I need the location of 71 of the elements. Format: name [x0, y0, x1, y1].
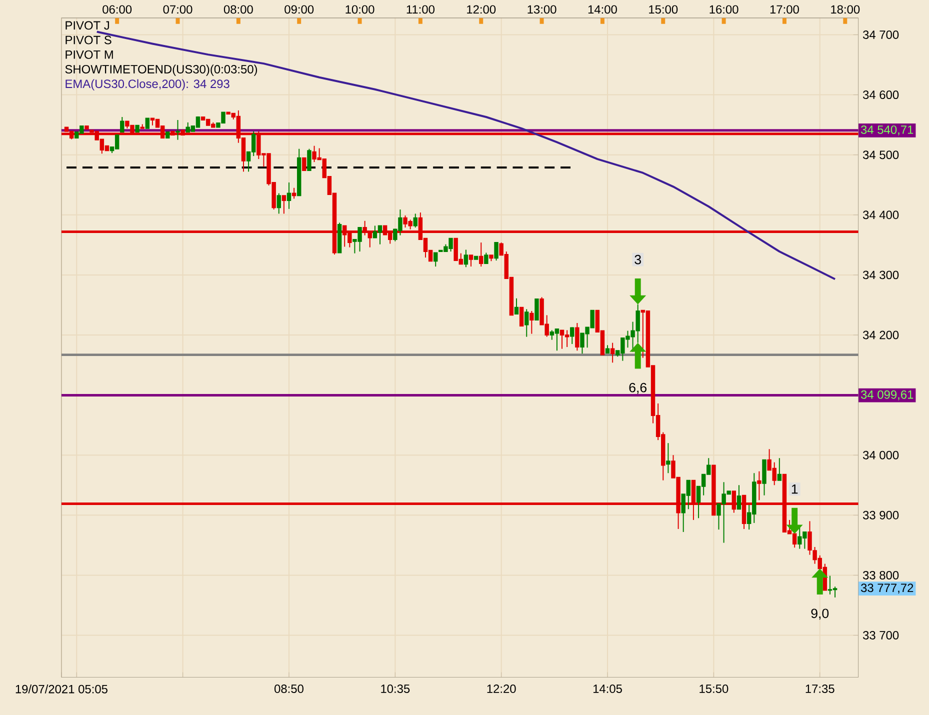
y-tick-label: 34 400: [862, 210, 899, 220]
candlestick: [292, 187, 296, 200]
x-tick-label: 15:50: [700, 684, 728, 693]
candlestick: [286, 182, 292, 210]
x2-tick-label: 09:00: [284, 5, 314, 14]
x2-tick-label: 18:00: [831, 5, 860, 14]
annotation: 33 777,72: [861, 584, 914, 594]
candlestick: [307, 148, 312, 171]
ref-line-label: 34 540,71: [861, 125, 914, 136]
y-tick-label: 33 800: [862, 570, 899, 580]
series-label: EMA(US30.Close,200): 34 293: [66, 79, 230, 90]
candlestick: [757, 470, 762, 501]
y-tick-label: 33 700: [862, 630, 899, 640]
annotation: 1: [792, 484, 798, 494]
candlestick: [302, 157, 306, 171]
candlestick: [736, 484, 742, 510]
y-tick-label: 34 700: [862, 30, 899, 39]
annotation: 6,6: [629, 382, 647, 394]
x2-tick-label: 13:00: [528, 5, 556, 14]
candlestick: [494, 242, 498, 261]
y-tick-label: 34 300: [862, 270, 899, 280]
candlestick: [464, 249, 468, 268]
candlestick: [478, 242, 484, 267]
y-tick-label: 34 200: [862, 330, 899, 340]
x-tick-label: 10:35: [381, 684, 410, 693]
candlestick: [514, 298, 519, 314]
candlestick: [777, 458, 782, 481]
candlestick: [575, 322, 580, 352]
candlestick: [282, 195, 286, 214]
candlestick: [176, 119, 180, 140]
y-tick-label: 33 900: [862, 510, 899, 520]
x2-tick-label: 17:00: [770, 5, 799, 14]
y-tick-label: 34 600: [862, 90, 899, 99]
annotation: PIVOT M: [66, 50, 113, 59]
candlestick: [530, 310, 534, 334]
x-tick-label: 12:20: [487, 684, 516, 693]
x-tick-label: 08:50: [274, 684, 304, 693]
x2-tick-label: 08:00: [224, 5, 253, 14]
x2-tick-label: 07:00: [163, 5, 192, 14]
candlestick: [276, 192, 281, 214]
annotation: 3: [634, 254, 641, 264]
annotation: PIVOT S: [66, 36, 112, 44]
x2-tick-label: 10:00: [346, 5, 374, 14]
x2-tick-label: 16:00: [710, 5, 738, 14]
candlestick: [484, 252, 488, 264]
annotation: SHOWTIMETOEND(US30)(0:03:50): [65, 64, 258, 76]
candlestick: [468, 254, 474, 267]
y-tick-label: 34 000: [862, 450, 899, 460]
candlestick: [519, 306, 524, 326]
annotation: 9,0: [811, 608, 829, 620]
x2-tick-label: 11:00: [406, 5, 434, 14]
candlestick: [762, 459, 766, 496]
y-tick-label: 34 500: [862, 150, 899, 160]
candlestick: [666, 442, 670, 474]
annotation: PIVOT J: [66, 21, 109, 30]
candlestick: [534, 298, 539, 320]
x-tick-label: 14:05: [593, 684, 622, 693]
candlestick: [524, 308, 529, 338]
candlestick: [570, 326, 574, 344]
ref-line-label: 34 099,61: [861, 390, 914, 400]
x-tick-label: 19/07/2021 05:05: [16, 684, 108, 694]
x2-tick-label: 06:00: [102, 5, 132, 14]
candlestick: [433, 252, 438, 267]
candlestick: [145, 118, 150, 129]
x2-tick-label: 14:00: [588, 5, 617, 14]
x-tick-label: 17:35: [806, 684, 834, 693]
candlestick: [120, 116, 124, 132]
x2-tick-label: 15:00: [649, 5, 678, 14]
x2-tick-label: 12:00: [467, 5, 496, 14]
candlestick: [413, 213, 418, 228]
candlestick: [610, 342, 615, 364]
